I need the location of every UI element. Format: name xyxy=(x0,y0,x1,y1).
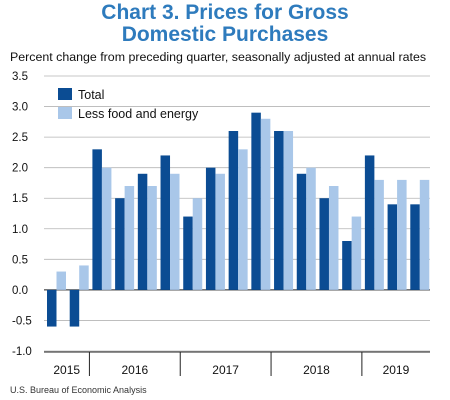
bar-total-15 xyxy=(387,204,398,290)
source-note: U.S. Bureau of Economic Analysis xyxy=(10,385,147,395)
bar-total-4 xyxy=(137,173,148,290)
legend-swatch-1 xyxy=(58,107,72,119)
y-tick-label: 0.5 xyxy=(12,254,28,266)
bar-less-food-energy-16 xyxy=(419,179,430,290)
y-tick-label: 0.0 xyxy=(12,285,28,297)
y-tick-label: 1.5 xyxy=(12,193,28,205)
x-year-label-2018: 2018 xyxy=(303,363,330,377)
bar-less-food-energy-9 xyxy=(260,118,271,290)
bar-total-7 xyxy=(205,167,216,290)
y-tick-label: 3.0 xyxy=(12,102,28,114)
x-year-label-2017: 2017 xyxy=(212,363,239,377)
legend-swatch-0 xyxy=(58,88,72,100)
bar-total-3 xyxy=(115,198,125,290)
y-tick-label: 1.0 xyxy=(12,224,28,236)
bar-total-1 xyxy=(69,289,80,327)
chart-subtitle: Percent change from preceding quarter, s… xyxy=(10,50,427,64)
bar-total-12 xyxy=(319,198,329,290)
bar-total-6 xyxy=(183,216,193,290)
y-tick-label: -0.5 xyxy=(12,315,32,327)
bar-less-food-energy-3 xyxy=(124,186,135,290)
y-tick-label: 2.5 xyxy=(12,132,28,144)
bar-less-food-energy-2 xyxy=(101,167,112,290)
bar-less-food-energy-11 xyxy=(306,167,316,290)
legend-label-1: Less food and energy xyxy=(78,107,199,121)
bar-total-2 xyxy=(92,149,102,290)
bar-less-food-energy-4 xyxy=(147,186,157,290)
bar-less-food-energy-1 xyxy=(79,265,89,290)
chart-title-line-2: Domestic Purchases xyxy=(121,23,329,46)
y-tick-label: 2.0 xyxy=(12,163,28,175)
bar-less-food-energy-14 xyxy=(374,179,384,290)
bar-total-0 xyxy=(47,289,57,327)
x-year-label-2015: 2015 xyxy=(53,363,80,377)
bar-total-8 xyxy=(228,131,239,290)
bar-total-16 xyxy=(410,204,420,290)
bar-total-9 xyxy=(251,112,261,290)
bar-total-5 xyxy=(160,155,171,290)
legend-label-0: Total xyxy=(78,88,104,102)
bar-less-food-energy-13 xyxy=(351,216,362,290)
bar-less-food-energy-10 xyxy=(283,131,294,290)
chart-title: Chart 3. Prices for Gross Domestic Purch… xyxy=(0,2,450,46)
bar-total-14 xyxy=(364,155,375,290)
bar-total-13 xyxy=(342,241,352,290)
bar-less-food-energy-7 xyxy=(215,173,225,290)
x-year-label-2019: 2019 xyxy=(383,363,410,377)
bar-less-food-energy-5 xyxy=(170,173,180,290)
bar-less-food-energy-12 xyxy=(328,186,339,290)
x-year-label-2016: 2016 xyxy=(121,363,148,377)
bar-total-11 xyxy=(296,173,307,290)
y-tick-label: 3.5 xyxy=(12,71,28,83)
y-tick-label: -1.0 xyxy=(12,346,32,358)
bar-less-food-energy-8 xyxy=(238,149,248,290)
chart-title-line-1: Chart 3. Prices for Gross xyxy=(101,1,349,24)
bar-less-food-energy-0 xyxy=(56,271,66,290)
bar-less-food-energy-15 xyxy=(397,179,407,290)
bar-total-10 xyxy=(274,131,284,290)
bar-less-food-energy-6 xyxy=(192,198,203,290)
